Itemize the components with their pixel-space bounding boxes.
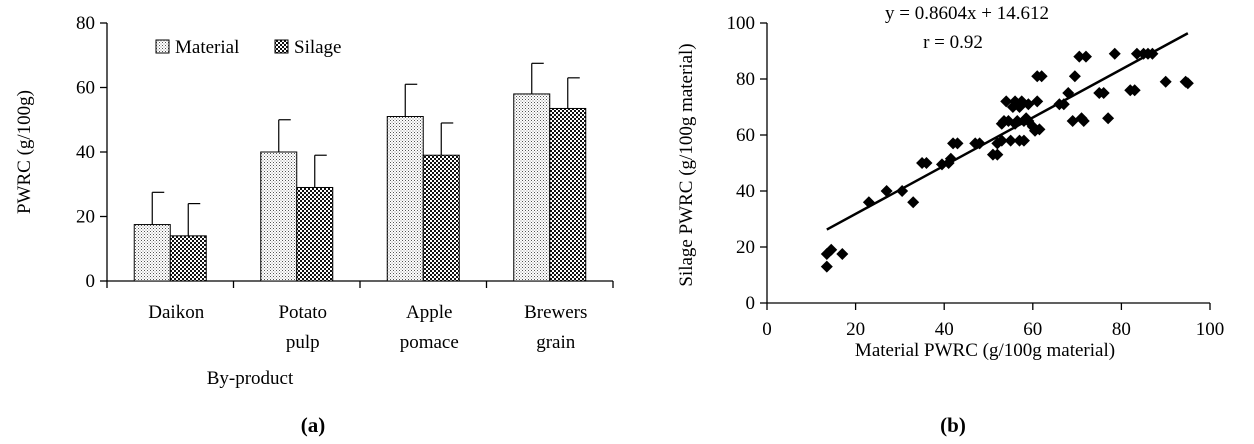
- x-tick-label: Daikon: [148, 302, 204, 323]
- y-axis-title: Silage PWRC (g/100g material): [676, 43, 697, 286]
- trend-line: [826, 32, 1189, 231]
- data-point: [1146, 47, 1159, 60]
- data-point: [1073, 50, 1086, 63]
- bar-silage: [422, 154, 460, 282]
- y-tick-label: 60: [76, 78, 95, 99]
- data-point: [991, 148, 1004, 161]
- data-point: [836, 248, 849, 260]
- y-tick-label: 20: [76, 207, 95, 228]
- x-tick-label: 100: [1196, 319, 1225, 340]
- data-point: [1004, 134, 1017, 147]
- legend-label: Material: [175, 37, 239, 58]
- data-point: [1026, 120, 1039, 133]
- regression-equation: y = 0.8604x + 14.612: [885, 3, 1049, 24]
- y-tick-label: 20: [736, 237, 755, 258]
- x-tick-label: Apple: [406, 302, 452, 323]
- data-point: [820, 260, 833, 273]
- x-tick-label: pomace: [400, 332, 459, 353]
- data-point: [1077, 115, 1090, 127]
- data-point: [1066, 115, 1079, 127]
- data-point: [1181, 77, 1194, 90]
- data-point: [1102, 112, 1115, 125]
- data-point: [1011, 115, 1024, 127]
- y-tick-label: 80: [736, 69, 755, 90]
- x-tick-label: 60: [1023, 319, 1042, 340]
- data-point: [1000, 95, 1013, 108]
- data-point: [1057, 98, 1070, 111]
- data-point: [920, 157, 933, 169]
- y-tick-label: 60: [736, 125, 755, 146]
- data-point: [880, 185, 893, 197]
- data-point: [825, 243, 838, 256]
- data-point: [1062, 87, 1075, 99]
- legend-swatch: [274, 39, 289, 54]
- x-tick-label: Potato: [278, 302, 327, 323]
- data-point: [1031, 95, 1044, 108]
- legend-label: Silage: [294, 37, 342, 58]
- data-point: [1017, 134, 1030, 147]
- x-tick-label: 80: [1112, 319, 1131, 340]
- bar-material: [386, 116, 424, 282]
- bar-silage: [169, 235, 207, 282]
- data-point: [995, 134, 1008, 147]
- bar-material: [133, 224, 171, 282]
- data-point: [907, 196, 920, 209]
- y-tick-label: 40: [736, 181, 755, 202]
- legend-swatch: [155, 39, 170, 54]
- data-point: [1130, 47, 1143, 60]
- data-point: [896, 185, 909, 197]
- x-tick-label: Brewers: [524, 302, 587, 323]
- y-tick-label: 0: [746, 293, 756, 314]
- y-tick-label: 40: [76, 142, 95, 163]
- data-point: [944, 152, 957, 165]
- panel-label: (a): [301, 413, 326, 437]
- data-point: [1159, 75, 1172, 88]
- data-point: [862, 196, 875, 209]
- x-tick-label: 40: [935, 319, 954, 340]
- y-tick-label: 0: [86, 271, 96, 292]
- x-tick-label: pulp: [286, 332, 320, 353]
- bar-material: [513, 93, 551, 282]
- x-axis-title: Material PWRC (g/100g material): [855, 340, 1115, 361]
- data-point: [1022, 98, 1035, 111]
- bar-silage: [549, 107, 587, 282]
- data-point: [1035, 70, 1048, 83]
- panel-label: (b): [940, 413, 966, 437]
- x-axis-title: By-product: [207, 368, 294, 389]
- data-point: [1079, 50, 1092, 63]
- data-point: [1108, 47, 1121, 60]
- y-tick-label: 80: [76, 13, 95, 34]
- data-point: [1068, 70, 1081, 83]
- correlation-coefficient: r = 0.92: [923, 32, 983, 53]
- x-tick-label: 0: [762, 319, 772, 340]
- bar-silage: [296, 186, 334, 282]
- x-tick-label: grain: [536, 332, 576, 353]
- data-point: [1128, 84, 1141, 97]
- y-axis-title: PWRC (g/100g): [14, 90, 35, 214]
- data-point: [1097, 87, 1110, 99]
- data-point: [973, 137, 986, 150]
- data-point: [1033, 123, 1046, 136]
- x-tick-label: 20: [846, 319, 865, 340]
- bar-chart-panel: 0 20 40 60 80 Daikon Potato pulp Apple pomace Brew…: [14, 13, 614, 437]
- data-point: [951, 137, 964, 150]
- bar-material: [260, 151, 298, 282]
- y-tick-label: 100: [727, 13, 756, 34]
- scatter-chart-panel: 0 20 40 60 80 100 0 20 40 60 80 100 y = 0.8604x + 14…: [676, 3, 1224, 437]
